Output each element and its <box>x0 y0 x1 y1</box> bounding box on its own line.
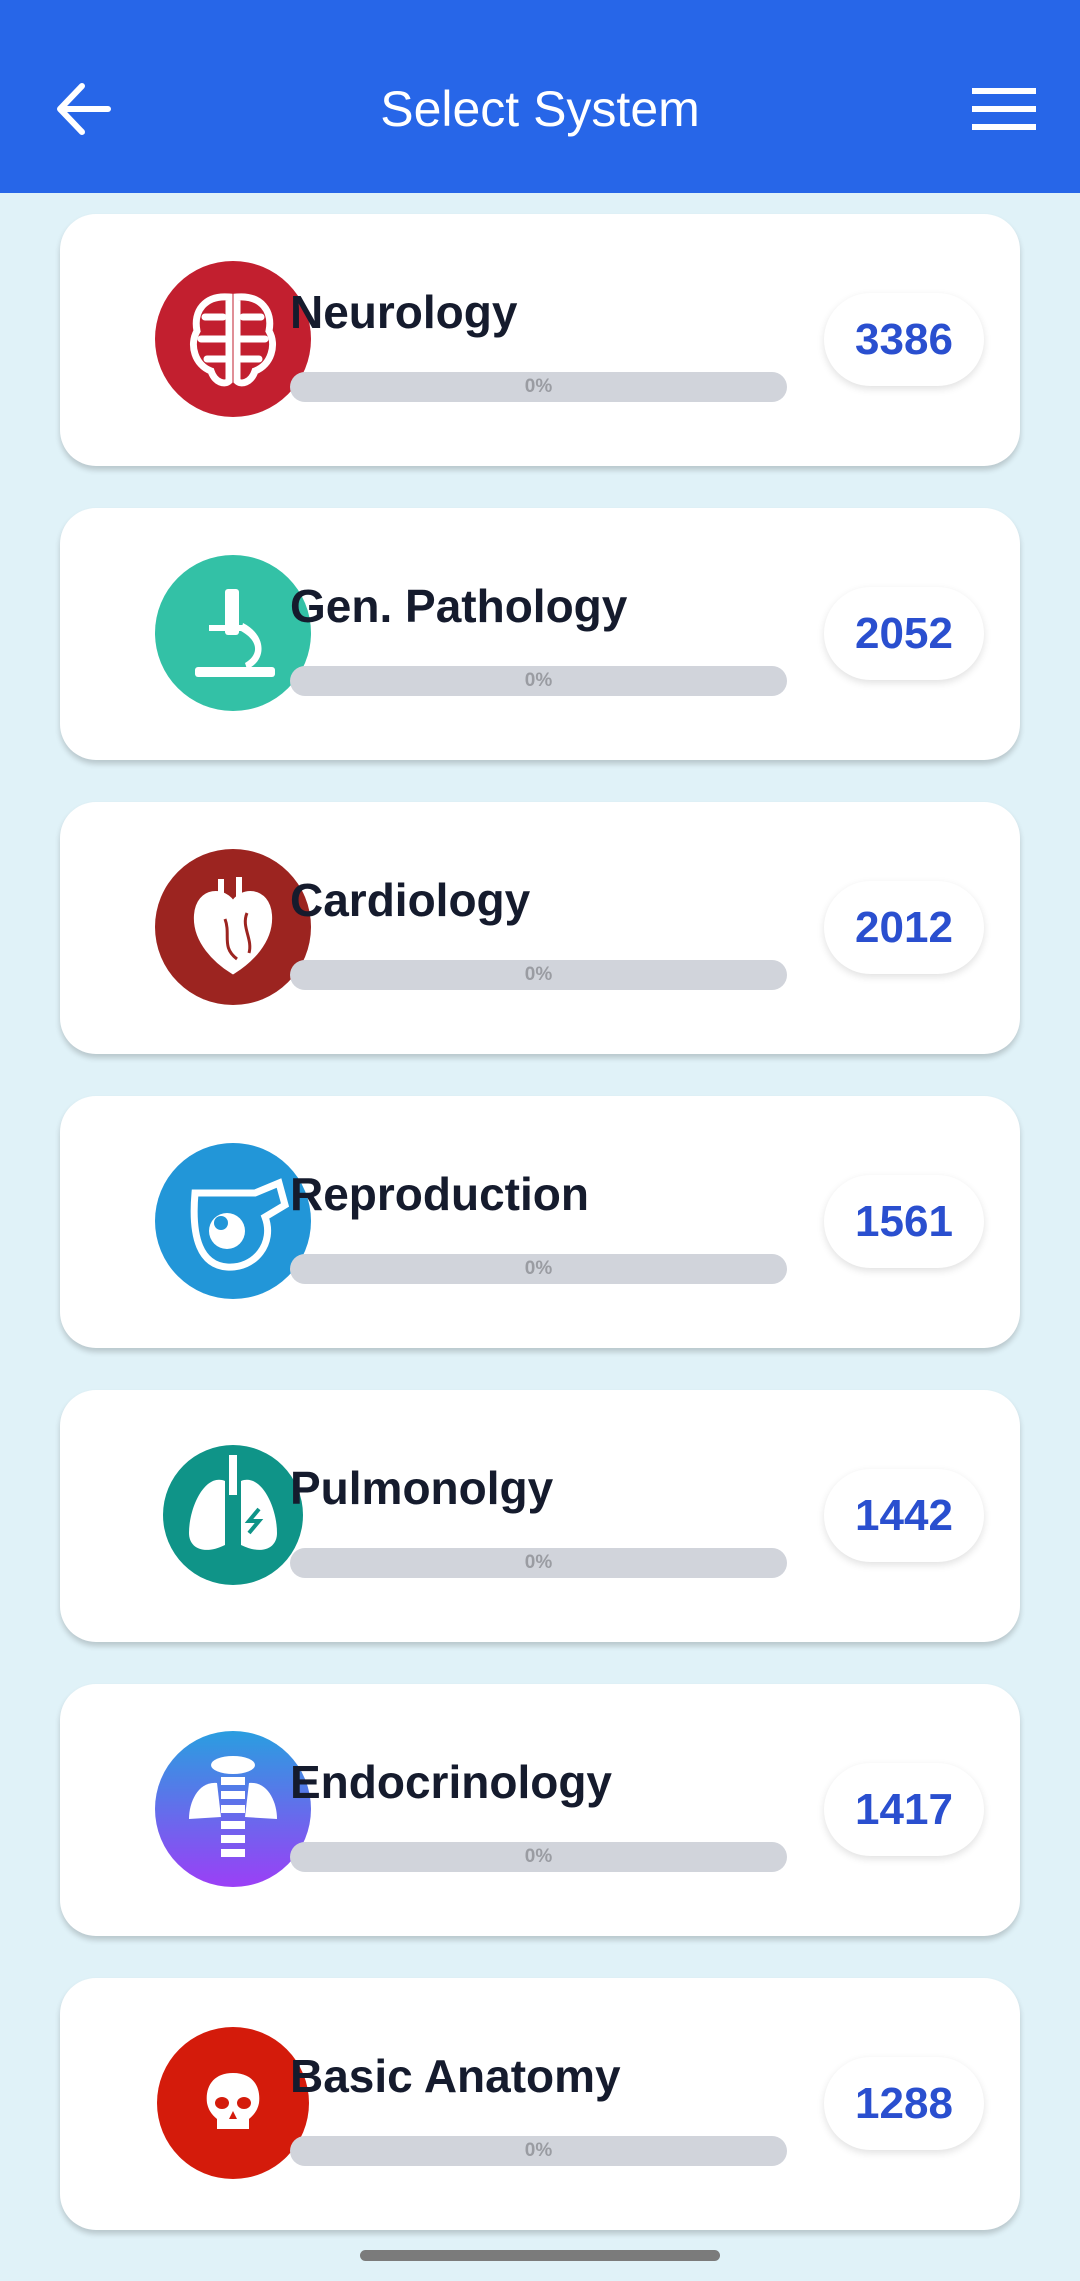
system-card-cardiology[interactable]: Cardiology 0% 2012 <box>60 802 1020 1054</box>
home-indicator[interactable] <box>360 2250 720 2261</box>
lungs-icon <box>163 1445 303 1585</box>
question-count-badge: 2052 <box>824 587 984 680</box>
progress-label: 0% <box>524 376 553 397</box>
skull-icon <box>157 2027 309 2179</box>
hamburger-menu-icon[interactable] <box>972 88 1036 130</box>
progress-bar: 0% <box>290 666 787 696</box>
question-count-badge: 1561 <box>824 1175 984 1268</box>
system-name: Endocrinology <box>290 1756 612 1808</box>
question-count-badge: 2012 <box>824 881 984 974</box>
system-card-reproduction[interactable]: Reproduction 0% 1561 <box>60 1096 1020 1348</box>
system-name: Basic Anatomy <box>290 2050 621 2102</box>
page-title: Select System <box>380 81 700 137</box>
progress-label: 0% <box>524 964 553 985</box>
question-count-badge: 1442 <box>824 1469 984 1562</box>
system-card-basic-anatomy[interactable]: Basic Anatomy 0% 1288 <box>60 1978 1020 2230</box>
progress-bar: 0% <box>290 372 787 402</box>
heart-icon <box>155 849 311 1005</box>
progress-label: 0% <box>524 1258 553 1279</box>
question-count-badge: 1417 <box>824 1763 984 1856</box>
progress-label: 0% <box>524 2140 553 2161</box>
system-name: Cardiology <box>290 874 531 926</box>
progress-bar: 0% <box>290 960 787 990</box>
progress-bar: 0% <box>290 1548 787 1578</box>
progress-bar: 0% <box>290 2136 787 2166</box>
fetus-icon <box>155 1143 311 1299</box>
system-card-gen-pathology[interactable]: Gen. Pathology 0% 2052 <box>60 508 1020 760</box>
microscope-icon <box>155 555 311 711</box>
progress-bar: 0% <box>290 1254 787 1284</box>
system-name: Gen. Pathology <box>290 580 628 632</box>
arrow-left-icon[interactable] <box>52 78 114 140</box>
question-count-badge: 3386 <box>824 293 984 386</box>
system-card-endocrinology[interactable]: Endocrinology 0% 1417 <box>60 1684 1020 1936</box>
progress-bar: 0% <box>290 1842 787 1872</box>
progress-label: 0% <box>524 670 553 691</box>
progress-label: 0% <box>524 1552 553 1573</box>
system-name: Pulmonolgy <box>290 1462 554 1514</box>
thyroid-icon <box>155 1731 311 1887</box>
system-card-pulmonolgy[interactable]: Pulmonolgy 0% 1442 <box>60 1390 1020 1642</box>
system-name: Neurology <box>290 286 518 338</box>
brain-icon <box>155 261 311 417</box>
question-count-badge: 1288 <box>824 2057 984 2150</box>
progress-label: 0% <box>524 1846 553 1867</box>
app-bar: Select System <box>0 0 1080 193</box>
system-card-neurology[interactable]: Neurology 0% 3386 <box>60 214 1020 466</box>
system-name: Reproduction <box>290 1168 589 1220</box>
